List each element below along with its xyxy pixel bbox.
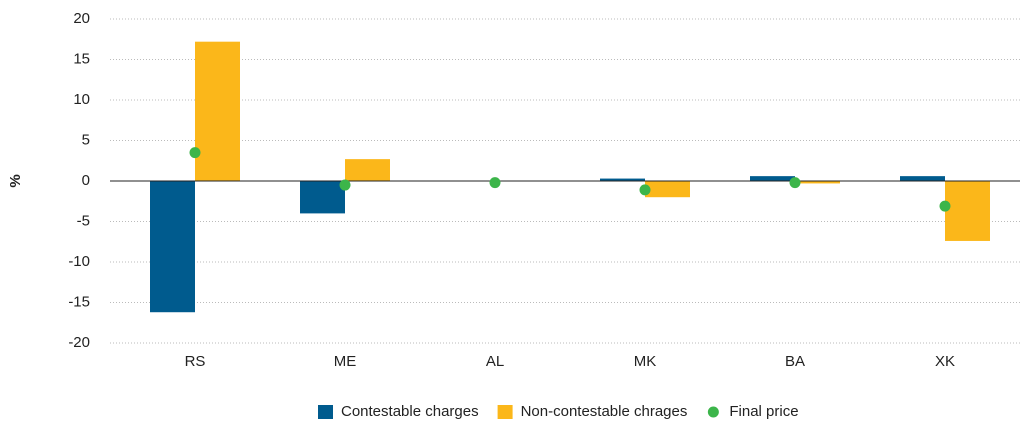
bar (300, 181, 345, 214)
point (789, 177, 801, 189)
point (639, 184, 651, 196)
bar (945, 181, 990, 241)
y-tick-label: -15 (68, 293, 90, 310)
bar (600, 178, 645, 181)
y-tick-label: -5 (77, 212, 90, 229)
point (939, 200, 951, 212)
bar (345, 159, 390, 181)
y-tick-label: -20 (68, 334, 90, 351)
legend-swatch (497, 405, 513, 419)
x-tick-label: AL (486, 353, 504, 370)
x-tick-label: BA (785, 353, 805, 370)
y-axis-label: % (7, 174, 24, 187)
y-tick-label: 20 (73, 10, 90, 27)
bar (900, 176, 945, 181)
bar (795, 181, 840, 184)
y-tick-label: 10 (73, 91, 90, 108)
bar (150, 181, 195, 313)
x-tick-label: XK (935, 353, 955, 370)
y-tick-label: 5 (82, 131, 90, 148)
bar (750, 176, 795, 181)
bar (195, 41, 240, 182)
legend-label: Contestable charges (341, 403, 479, 420)
legend-label: Final price (729, 403, 798, 420)
y-tick-label: 0 (82, 172, 90, 189)
point (189, 147, 201, 159)
point (339, 179, 351, 191)
point (489, 177, 501, 189)
y-tick-label: 15 (73, 50, 90, 67)
x-tick-label: RS (185, 353, 206, 370)
legend-swatch (318, 405, 333, 419)
y-tick-label: -10 (68, 253, 90, 270)
legend-label: Non-contestable chrages (521, 403, 688, 420)
legend-swatch (707, 406, 719, 418)
x-tick-label: ME (334, 353, 357, 370)
x-tick-label: MK (634, 353, 657, 370)
bar (645, 181, 690, 198)
